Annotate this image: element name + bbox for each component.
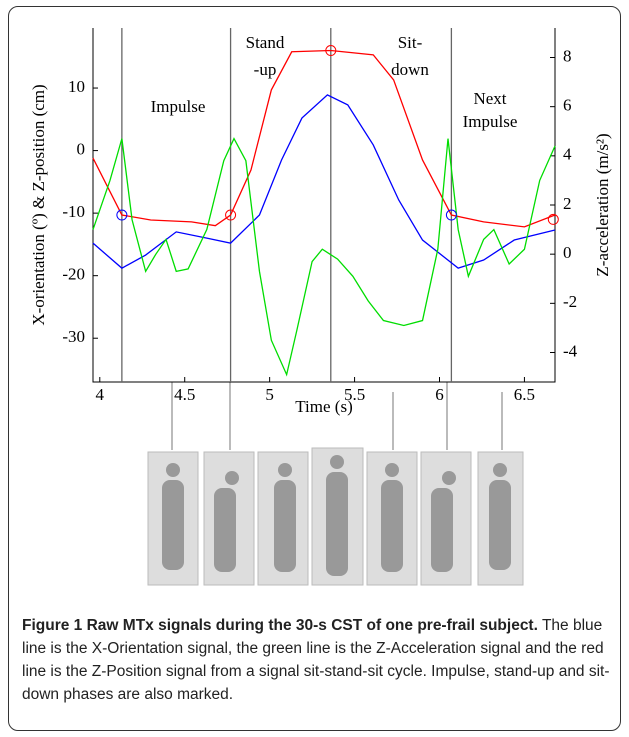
y-tick-label: -10 — [62, 202, 85, 221]
axis-frame — [92, 28, 556, 383]
x-axis-label: Time (s) — [295, 397, 352, 416]
x-tick-label: 5.5 — [344, 385, 365, 404]
y2-axis-label: Z-acceleration (m/s²) — [593, 133, 612, 276]
figure-frame — [8, 6, 621, 731]
y-tick-label: 0 — [77, 139, 86, 158]
annotation: Impulse — [463, 112, 518, 131]
x-tick-label: 4.5 — [174, 385, 195, 404]
y-tick-label: -20 — [62, 265, 85, 284]
head — [166, 463, 180, 477]
y2-tick-label: 0 — [563, 243, 572, 262]
series-line — [92, 137, 556, 377]
y2-tick-label: -4 — [563, 341, 578, 360]
head — [330, 455, 344, 469]
y2-tick-label: 2 — [563, 194, 572, 213]
y2-tick-label: 8 — [563, 46, 572, 65]
body — [326, 472, 348, 576]
body — [162, 480, 184, 570]
event-point — [325, 45, 337, 57]
head — [225, 471, 239, 485]
annotation: Next — [473, 89, 506, 108]
head — [493, 463, 507, 477]
y-tick-label: -30 — [62, 327, 85, 346]
body — [489, 480, 511, 570]
series-line — [92, 49, 556, 228]
caption-label: Figure 1 — [22, 617, 83, 634]
event-point — [547, 213, 559, 225]
series-line — [92, 94, 556, 269]
head — [385, 463, 399, 477]
event-point — [116, 209, 128, 221]
caption-title: Raw MTx signals during the 30-s CST of o… — [86, 617, 538, 634]
chart: Time (s) X-orientation (º) & Z-position … — [29, 28, 612, 586]
caption: Figure 1 Raw MTx signals during the 30-s… — [22, 614, 614, 706]
x-tick-label: 6 — [435, 385, 444, 404]
annotation: down — [391, 60, 429, 79]
caption-text: The blue line is the X-Orientation signa… — [22, 617, 610, 703]
body — [381, 480, 403, 572]
figures — [162, 455, 511, 576]
head — [442, 471, 456, 485]
body — [274, 480, 296, 572]
annotation: -up — [254, 60, 277, 79]
y-axis-label: X-orientation (º) & Z-position (cm) — [29, 84, 48, 325]
body — [214, 488, 236, 572]
photo-connectors — [171, 382, 503, 450]
body — [431, 488, 453, 572]
annotation: Sit- — [398, 33, 423, 52]
x-tick-label: 5 — [265, 385, 274, 404]
y-tick-label: 10 — [68, 77, 85, 96]
annotation: Stand — [246, 33, 285, 52]
x-tick-label: 4 — [96, 385, 105, 404]
x-tick-label: 6.5 — [514, 385, 535, 404]
y2-tick-label: 6 — [563, 96, 572, 115]
annotation: Impulse — [151, 97, 206, 116]
y2-tick-label: -2 — [563, 292, 577, 311]
head — [278, 463, 292, 477]
event-point — [225, 209, 237, 221]
y2-tick-label: 4 — [563, 145, 572, 164]
event-point — [445, 209, 457, 221]
